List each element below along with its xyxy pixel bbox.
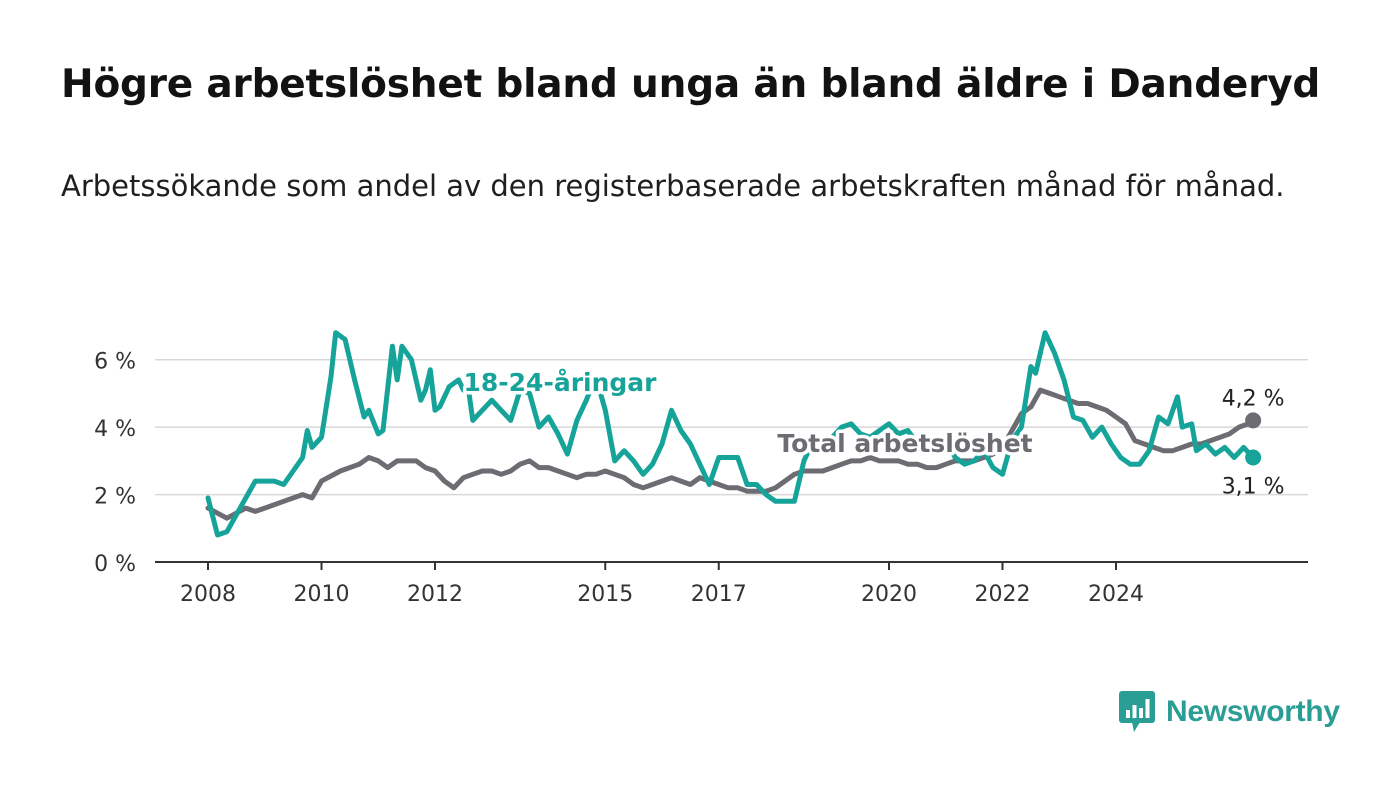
y-tick-label: 6 % bbox=[94, 350, 136, 375]
x-tick-label: 2017 bbox=[691, 582, 747, 607]
chart-title: Högre arbetslöshet bland unga än bland ä… bbox=[61, 62, 1321, 107]
x-tick-label: 2010 bbox=[294, 582, 350, 607]
x-tick-label: 2024 bbox=[1088, 582, 1144, 607]
x-tick-label: 2015 bbox=[577, 582, 633, 607]
series-line-youth bbox=[205, 330, 1256, 538]
brand-name: Newsworthy bbox=[1166, 695, 1340, 728]
series-end-point-total bbox=[1245, 412, 1262, 429]
end-label-total: 4,2 % bbox=[1222, 386, 1285, 411]
x-tick-label: 2020 bbox=[861, 582, 917, 607]
series-line-total bbox=[205, 387, 1256, 521]
chart-subtitle: Arbetssökande som andel av den registerb… bbox=[61, 169, 1285, 203]
bar-chart-speech-bubble-icon bbox=[1119, 691, 1155, 732]
y-tick-label: 0 % bbox=[94, 552, 136, 577]
end-label-youth: 3,1 % bbox=[1222, 474, 1285, 499]
series-end-point-youth bbox=[1245, 449, 1262, 466]
newsworthy-logo: Newsworthy bbox=[1118, 690, 1340, 734]
series-label-total: Total arbetslöshet bbox=[777, 429, 1032, 458]
y-tick-label: 2 % bbox=[94, 485, 136, 510]
x-tick-label: 2008 bbox=[180, 582, 236, 607]
x-tick-label: 2012 bbox=[407, 582, 463, 607]
x-tick-label: 2022 bbox=[975, 582, 1031, 607]
y-tick-label: 4 % bbox=[94, 417, 136, 442]
series-label-youth: 18-24-åringar bbox=[464, 368, 658, 397]
